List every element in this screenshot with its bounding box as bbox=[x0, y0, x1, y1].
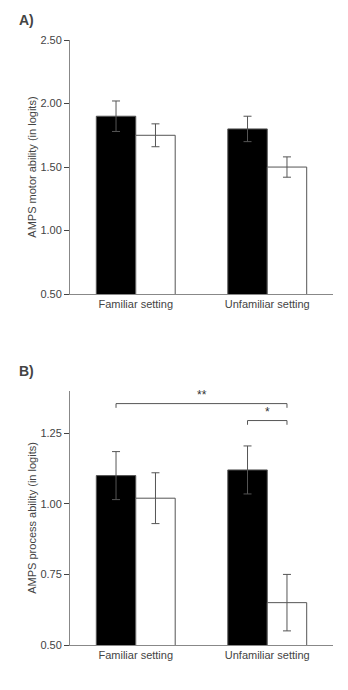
svg-text:1.25: 1.25 bbox=[40, 427, 61, 439]
svg-text:AMPS motor ability (in logits): AMPS motor ability (in logits) bbox=[26, 96, 38, 237]
svg-text:Unfamiliar setting: Unfamiliar setting bbox=[225, 298, 310, 310]
svg-text:Familiar setting: Familiar setting bbox=[98, 298, 173, 310]
svg-text:A): A) bbox=[19, 12, 34, 28]
svg-text:B): B) bbox=[19, 363, 34, 379]
svg-text:1.00: 1.00 bbox=[40, 498, 61, 510]
svg-text:**: ** bbox=[197, 388, 207, 402]
svg-text:Familiar setting: Familiar setting bbox=[98, 649, 173, 661]
svg-text:1.00: 1.00 bbox=[40, 224, 61, 236]
svg-text:0.50: 0.50 bbox=[40, 639, 61, 651]
svg-text:AMPS process ability (in logit: AMPS process ability (in logits) bbox=[26, 442, 38, 594]
svg-text:Unfamiliar setting: Unfamiliar setting bbox=[225, 649, 310, 661]
svg-text:0.75: 0.75 bbox=[40, 568, 61, 580]
svg-text:*: * bbox=[265, 405, 270, 419]
svg-text:2.50: 2.50 bbox=[40, 34, 61, 46]
svg-text:1.50: 1.50 bbox=[40, 161, 61, 173]
svg-text:2.00: 2.00 bbox=[40, 97, 61, 109]
svg-text:0.50: 0.50 bbox=[40, 288, 61, 300]
